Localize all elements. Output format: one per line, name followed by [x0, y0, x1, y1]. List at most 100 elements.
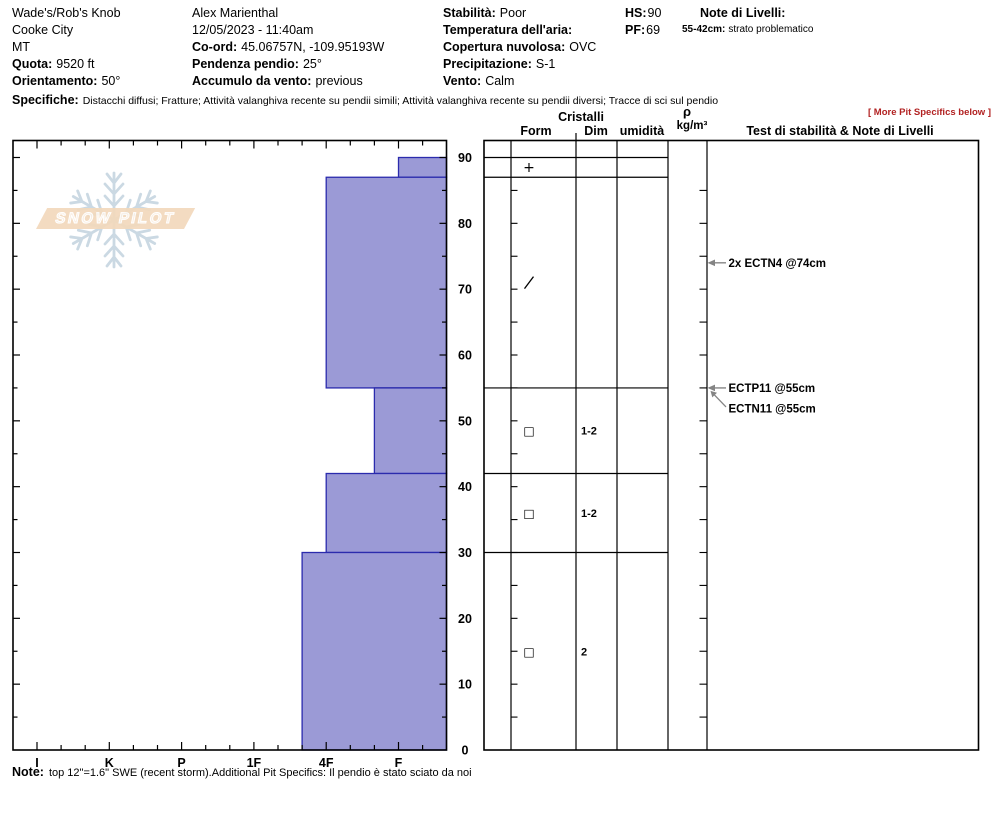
hs-label: HS: — [625, 6, 647, 20]
column-header-density-rho: ρ — [682, 104, 692, 119]
pf-label: PF: — [625, 23, 646, 37]
hardness-label: 4F — [319, 756, 334, 770]
wind-value: Calm — [485, 74, 515, 88]
test-arrow — [712, 392, 727, 408]
elevation-label: Quota: — [12, 57, 53, 71]
layer-note-text: strato problematico — [728, 24, 814, 35]
footer-note: Note: top 12"=1.6" SWE (recent storm).Add… — [12, 765, 472, 779]
site-elevation: Quota: 9520 ft — [12, 56, 121, 73]
hardness-label: F — [395, 756, 403, 770]
hardness-layer-bar — [301, 551, 448, 751]
sky-cover: Copertura nuvolosa: OVC — [443, 39, 596, 56]
header-observer-column: Alex Marienthal 12/05/2023 - 11:40am Co-… — [192, 5, 384, 90]
test-result-label: ECTP11 @55cm — [729, 383, 816, 395]
grain-form-symbol: □ — [523, 645, 534, 659]
grain-size-value: 1-2 — [581, 426, 597, 438]
elevation-value: 9520 ft — [56, 57, 95, 71]
hardness-label: I — [35, 756, 38, 770]
depth-label: 90 — [458, 151, 472, 165]
hardness-label: P — [177, 756, 185, 770]
grain-form-symbol: □ — [523, 424, 534, 438]
grain-form-symbol: □ — [523, 507, 534, 521]
column-header-density-unit: kg/m³ — [676, 120, 708, 132]
hardness-layer-bar — [325, 176, 448, 389]
grain-size-value: 1-2 — [581, 508, 597, 520]
slope-angle: Pendenza pendio: 25° — [192, 56, 384, 73]
footer-note-label: Note: — [12, 765, 44, 779]
slope-label: Pendenza pendio: — [192, 57, 299, 71]
depth-label: 20 — [458, 612, 472, 626]
stability-value: Poor — [499, 6, 527, 20]
hardness-label: K — [105, 756, 114, 770]
grain-form-symbol — [523, 276, 535, 289]
sky-value: OVC — [569, 40, 597, 54]
layer-note-range: 55-42cm: — [682, 24, 726, 35]
hardness-layer-bar — [373, 387, 448, 475]
total-snow-height: HS:90 — [625, 5, 661, 22]
header-conditions-column: Stabilità: Poor Temperatura dell'aria: Co… — [443, 5, 596, 90]
layer-notes-title: Note di Livelli: — [700, 5, 785, 22]
test-arrow-head — [707, 259, 715, 267]
coord-value: 45.06757N, -109.95193W — [241, 40, 385, 54]
precip-label: Precipitazione: — [443, 57, 532, 71]
column-header-cristalli: Cristalli — [558, 110, 604, 124]
depth-label: 10 — [458, 678, 472, 692]
sky-label: Copertura nuvolosa: — [443, 40, 566, 54]
wind-loading: Accumulo da vento: previous — [192, 73, 384, 90]
header-location-column: Wade's/Rob's Knob Cooke City MT Quota: 95… — [12, 5, 121, 90]
depth-label: 60 — [458, 349, 472, 363]
depth-label: 30 — [458, 546, 472, 560]
air-temperature: Temperatura dell'aria: — [443, 22, 596, 39]
test-arrow-head — [710, 390, 717, 398]
specifics-value: Distacchi diffusi; Fratture; Attività va… — [82, 95, 719, 107]
aspect-value: 50° — [101, 74, 121, 88]
site-name: Wade's/Rob's Knob — [12, 6, 121, 20]
layer-notes-title-text: Note di Livelli: — [700, 6, 786, 20]
hs-value: 90 — [647, 6, 662, 20]
precipitation: Precipitazione: S-1 — [443, 56, 596, 73]
observer-name: Alex Marienthal — [192, 6, 279, 20]
windload-value: previous — [315, 74, 363, 88]
specifics-label: Specifiche: — [12, 93, 79, 107]
footer-note-value: top 12"=1.6" SWE (recent storm).Addition… — [48, 767, 472, 779]
test-result-label: 2x ECTN4 @74cm — [729, 258, 827, 270]
column-header-humidity: umidità — [619, 124, 665, 138]
observation-datetime: 12/05/2023 - 11:40am — [192, 23, 314, 37]
hardness-label: 1F — [247, 756, 262, 770]
more-pit-specifics-link[interactable]: [ More Pit Specifics below ] — [868, 107, 991, 118]
pit-specifics-line: Specifiche: Distacchi diffusi; Fratture; … — [12, 93, 718, 107]
pit-depth: PF:69 — [625, 22, 661, 39]
airtemp-label: Temperatura dell'aria: — [443, 23, 573, 37]
hardness-layer-bar — [397, 156, 448, 178]
depth-label: 50 — [458, 414, 472, 428]
column-header-form: Form — [520, 124, 552, 138]
layer-note: 55-42cm: strato problematico — [682, 24, 813, 35]
header-totals-column: HS:90 PF:69 — [625, 5, 661, 39]
stability-label: Stabilità: — [443, 6, 496, 20]
snowflake-icon — [69, 171, 159, 269]
coordinates: Co-ord: 45.06757N, -109.95193W — [192, 39, 384, 56]
grid-frame — [483, 139, 980, 751]
column-header-tests: Test di stabilità & Note di Livelli — [746, 124, 934, 138]
aspect-label: Orientamento: — [12, 74, 98, 88]
coord-label: Co-ord: — [192, 40, 238, 54]
wind-label: Vento: — [443, 74, 482, 88]
precip-value: S-1 — [535, 57, 556, 71]
depth-label: 0 — [462, 744, 469, 758]
pf-value: 69 — [646, 23, 661, 37]
depth-label: 80 — [458, 217, 472, 231]
depth-label: 70 — [458, 283, 472, 297]
wind: Vento: Calm — [443, 73, 596, 90]
slope-value: 25° — [302, 57, 322, 71]
site-city: Cooke City — [12, 23, 74, 37]
grain-size-value: 2 — [581, 646, 587, 658]
test-result-label: ECTN11 @55cm — [729, 404, 816, 416]
test-arrow-head — [707, 384, 715, 392]
depth-label: 40 — [458, 480, 472, 494]
stability-rating: Stabilità: Poor — [443, 5, 596, 22]
hardness-layer-bar — [325, 472, 448, 554]
grain-form-symbol: + — [523, 160, 535, 176]
column-header-dim: Dim — [584, 124, 608, 138]
